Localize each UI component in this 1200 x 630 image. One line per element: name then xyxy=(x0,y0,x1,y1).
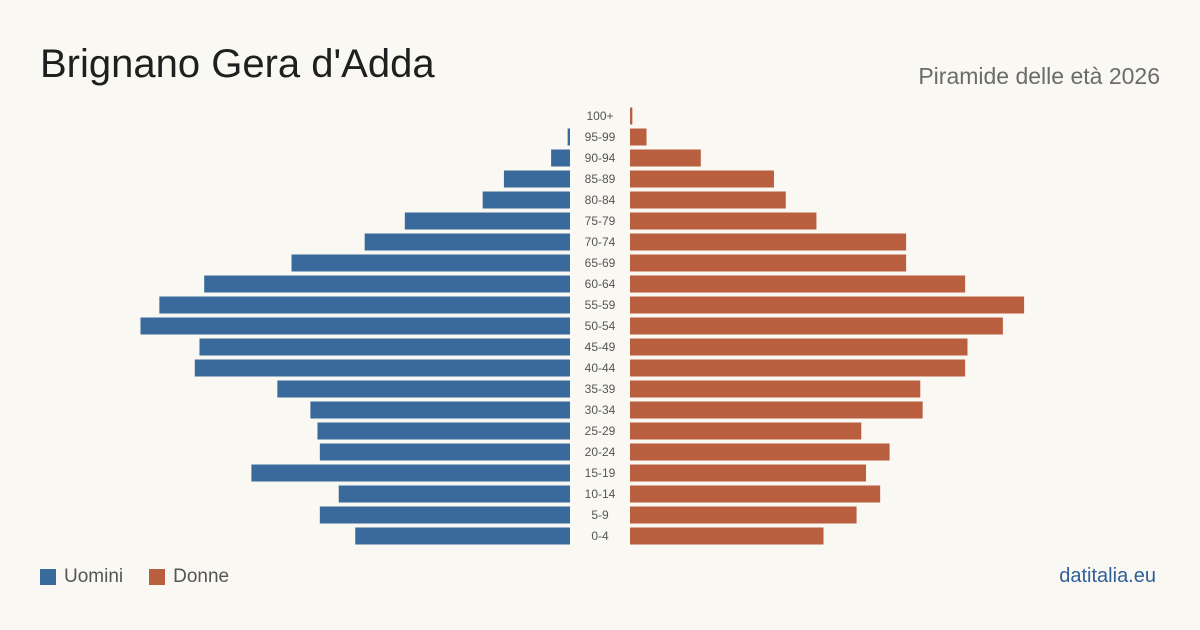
bar-men-30-34 xyxy=(310,401,570,419)
age-label-65-69: 65-69 xyxy=(585,256,616,270)
bar-women-65-69 xyxy=(630,254,907,272)
bar-men-85-89 xyxy=(503,170,570,188)
bar-men-65-69 xyxy=(291,254,570,272)
age-label-10-14: 10-14 xyxy=(585,487,616,501)
age-label-5-9: 5-9 xyxy=(591,508,609,522)
bar-men-90-94 xyxy=(551,149,570,167)
bar-men-60-64 xyxy=(204,275,570,293)
age-label-30-34: 30-34 xyxy=(585,403,616,417)
age-label-50-54: 50-54 xyxy=(585,319,616,333)
bar-men-15-19 xyxy=(251,464,570,482)
bar-women-95-99 xyxy=(630,128,647,146)
age-label-100plus: 100+ xyxy=(586,109,613,123)
bar-men-45-49 xyxy=(199,338,571,356)
bar-women-90-94 xyxy=(630,149,701,167)
bar-men-55-59 xyxy=(159,296,571,314)
bar-women-10-14 xyxy=(630,485,881,503)
bar-women-5-9 xyxy=(630,506,857,524)
age-label-35-39: 35-39 xyxy=(585,382,616,396)
age-label-40-44: 40-44 xyxy=(585,361,616,375)
bar-men-35-39 xyxy=(277,380,570,398)
legend: Uomini Donne xyxy=(40,566,255,588)
bar-women-50-54 xyxy=(630,317,1003,335)
bar-women-0-4 xyxy=(630,527,824,545)
bar-women-40-44 xyxy=(630,359,966,377)
bar-women-20-24 xyxy=(630,443,890,461)
bar-men-80-84 xyxy=(482,191,570,209)
population-pyramid-chart: 100+ 95-99 90-94 85-89 80-84 75-79 70-74 65-69 6… xyxy=(140,107,1025,545)
legend-swatch-men xyxy=(40,569,56,585)
bar-men-50-54 xyxy=(140,317,571,335)
age-label-75-79: 75-79 xyxy=(585,214,616,228)
bar-women-75-79 xyxy=(630,212,817,230)
chart-subtitle: Piramide delle età 2026 xyxy=(918,63,1160,89)
bar-women-100plus xyxy=(630,107,633,125)
bar-women-60-64 xyxy=(630,275,966,293)
legend-label-men: Uomini xyxy=(64,566,124,587)
age-label-25-29: 25-29 xyxy=(585,424,616,438)
bar-men-95-99 xyxy=(567,128,570,146)
chart-title: Brignano Gera d'Adda xyxy=(40,42,435,86)
bar-women-85-89 xyxy=(630,170,774,188)
bar-men-70-74 xyxy=(364,233,570,251)
age-label-15-19: 15-19 xyxy=(585,466,616,480)
age-label-85-89: 85-89 xyxy=(585,172,616,186)
age-label-80-84: 80-84 xyxy=(585,193,616,207)
bar-women-70-74 xyxy=(630,233,907,251)
age-label-70-74: 70-74 xyxy=(585,235,616,249)
bar-women-30-34 xyxy=(630,401,923,419)
source-link[interactable]: datitalia.eu xyxy=(1059,565,1156,587)
bar-men-0-4 xyxy=(355,527,570,545)
bar-men-25-29 xyxy=(317,422,570,440)
bar-men-10-14 xyxy=(338,485,570,503)
legend-swatch-women xyxy=(149,569,166,585)
bar-women-80-84 xyxy=(630,191,786,209)
age-label-95-99: 95-99 xyxy=(585,130,616,144)
age-label-20-24: 20-24 xyxy=(585,445,616,459)
bar-women-15-19 xyxy=(630,464,866,482)
bar-women-35-39 xyxy=(630,380,921,398)
legend-item-men: Uomini xyxy=(40,566,123,588)
age-label-60-64: 60-64 xyxy=(585,277,616,291)
legend-item-women: Donne xyxy=(149,566,229,588)
bar-men-20-24 xyxy=(319,443,570,461)
bar-men-75-79 xyxy=(404,212,570,230)
age-label-0-4: 0-4 xyxy=(591,529,609,543)
age-label-45-49: 45-49 xyxy=(585,340,616,354)
bar-women-55-59 xyxy=(630,296,1025,314)
age-label-90-94: 90-94 xyxy=(585,151,616,165)
bar-men-5-9 xyxy=(319,506,570,524)
legend-label-women: Donne xyxy=(173,566,230,587)
bar-women-45-49 xyxy=(630,338,968,356)
bar-women-25-29 xyxy=(630,422,862,440)
bar-men-40-44 xyxy=(194,359,570,377)
age-label-55-59: 55-59 xyxy=(585,298,616,312)
